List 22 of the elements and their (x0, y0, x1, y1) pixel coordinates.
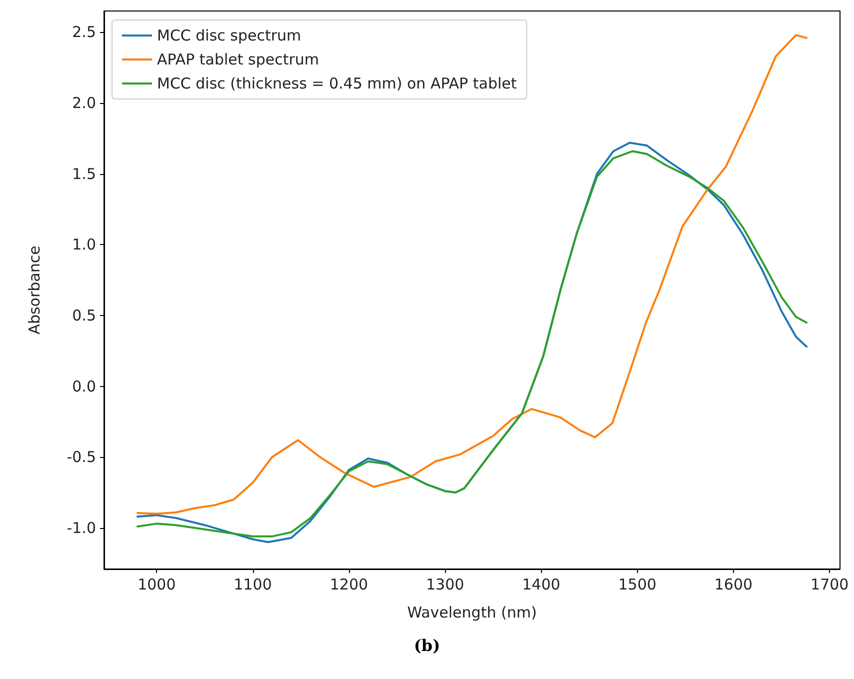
legend-label: MCC disc (thickness = 0.45 mm) on APAP tablet (157, 74, 517, 92)
x-tick-label: 1300 (426, 576, 464, 594)
x-axis-title: Wavelength (nm) (407, 604, 537, 622)
x-tick-label: 1500 (618, 576, 656, 594)
y-tick-label: 2.5 (72, 23, 96, 42)
x-tick-label: 1700 (810, 576, 849, 594)
y-tick-label: -1.0 (66, 518, 96, 537)
x-tick-label: 1100 (234, 576, 272, 594)
legend-label: APAP tablet spectrum (157, 50, 320, 68)
y-tick-label: 1.0 (72, 236, 96, 254)
x-tick-label: 1400 (522, 576, 560, 594)
y-tick-label: -0.5 (66, 448, 96, 466)
x-tick-label: 1000 (138, 576, 176, 594)
y-tick-label: 2.0 (72, 94, 96, 112)
legend-label: MCC disc spectrum (157, 26, 302, 44)
y-tick-label: 0.5 (72, 306, 96, 324)
y-tick-label: 0.0 (72, 377, 96, 396)
y-axis-title: Absorbance (26, 246, 44, 334)
text: (b) (412, 636, 442, 655)
x-tick-label: 1200 (330, 576, 368, 594)
y-tick-label: 1.5 (72, 164, 96, 183)
x-tick-label: 1600 (714, 576, 753, 594)
